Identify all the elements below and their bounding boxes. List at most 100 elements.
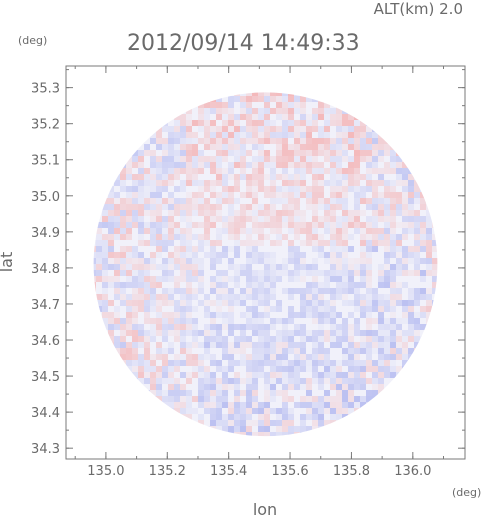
heatmap-cell xyxy=(246,432,252,437)
heatmap-cell xyxy=(372,342,378,348)
heatmap-cell xyxy=(186,360,192,366)
heatmap-cell xyxy=(216,228,222,234)
heatmap-cell xyxy=(312,240,318,246)
heatmap-cell xyxy=(324,156,330,162)
heatmap-cell xyxy=(354,144,360,150)
heatmap-cell xyxy=(210,408,216,414)
heatmap-cell xyxy=(300,138,306,144)
heatmap-cell xyxy=(192,354,198,360)
heatmap-cell xyxy=(150,324,156,330)
heatmap-cell xyxy=(336,234,342,240)
heatmap-cell xyxy=(342,336,348,342)
heatmap-cell xyxy=(306,294,312,300)
heatmap-cell xyxy=(210,372,216,378)
heatmap-cell xyxy=(288,396,294,402)
heatmap-cell xyxy=(402,366,408,372)
heatmap-cell xyxy=(366,156,372,162)
heatmap-cell xyxy=(342,216,348,222)
heatmap-cell xyxy=(228,96,234,102)
heatmap-cell xyxy=(372,402,378,408)
heatmap-cell xyxy=(138,186,144,192)
heatmap-cell xyxy=(264,216,270,222)
heatmap-cell xyxy=(300,144,306,150)
heatmap-cell xyxy=(318,192,324,198)
heatmap-cell xyxy=(126,228,132,234)
heatmap-cell xyxy=(384,336,390,342)
heatmap-cell xyxy=(252,390,258,396)
heatmap-cell xyxy=(318,348,324,354)
heatmap-cell xyxy=(348,396,354,402)
heatmap-cell xyxy=(300,168,306,174)
heatmap-cell xyxy=(414,240,420,246)
heatmap-cell xyxy=(270,432,276,437)
heatmap-cell xyxy=(270,92,276,96)
heatmap-cell xyxy=(198,264,204,270)
heatmap-cell xyxy=(318,126,324,132)
heatmap-cell xyxy=(204,342,210,348)
heatmap-cell xyxy=(150,168,156,174)
heatmap-cell xyxy=(210,108,216,114)
heatmap-cell xyxy=(162,168,168,174)
heatmap-cell xyxy=(360,396,366,402)
heatmap-cell xyxy=(186,420,192,426)
heatmap-cell xyxy=(420,192,426,198)
heatmap-cell xyxy=(384,222,390,228)
heatmap-cell xyxy=(150,396,156,402)
heatmap-cell xyxy=(342,180,348,186)
heatmap-cell xyxy=(288,336,294,342)
heatmap-cell xyxy=(264,276,270,282)
heatmap-cell xyxy=(192,366,198,372)
heatmap-cell xyxy=(390,300,396,306)
heatmap-cell xyxy=(372,216,378,222)
heatmap-cell xyxy=(384,372,390,378)
heatmap-cell xyxy=(270,438,276,444)
heatmap-cell xyxy=(330,270,336,276)
heatmap-cell xyxy=(366,288,372,294)
heatmap-cell xyxy=(210,384,216,390)
heatmap-cell xyxy=(306,126,312,132)
heatmap-cell xyxy=(414,336,420,342)
heatmap-cell xyxy=(324,102,330,108)
heatmap-cell xyxy=(114,222,120,228)
heatmap-cell xyxy=(204,336,210,342)
heatmap-cell xyxy=(258,156,264,162)
heatmap-cell xyxy=(204,252,210,258)
heatmap-cell xyxy=(144,222,150,228)
heatmap-cell xyxy=(222,324,228,330)
heatmap-cell xyxy=(102,246,108,252)
heatmap-cell xyxy=(420,258,426,264)
heatmap-cell xyxy=(96,234,102,240)
heatmap-cell xyxy=(282,192,288,198)
heatmap-cell xyxy=(108,192,114,198)
heatmap-cell xyxy=(318,306,324,312)
heatmap-cell xyxy=(342,360,348,366)
heatmap-cell xyxy=(144,390,150,396)
heatmap-cell xyxy=(264,336,270,342)
heatmap-cell xyxy=(180,396,186,402)
heatmap-cell xyxy=(168,360,174,366)
heatmap-cell xyxy=(336,240,342,246)
heatmap-cell xyxy=(408,336,414,342)
heatmap-cell xyxy=(396,354,402,360)
heatmap-cell xyxy=(324,312,330,318)
heatmap-cell xyxy=(360,294,366,300)
heatmap-cell xyxy=(396,174,402,180)
heatmap-cell xyxy=(216,138,222,144)
heatmap-cell xyxy=(390,156,396,162)
heatmap-cell xyxy=(306,366,312,372)
heatmap-cell xyxy=(426,192,432,198)
heatmap-cell xyxy=(102,306,108,312)
heatmap-cell xyxy=(384,144,390,150)
heatmap-cell xyxy=(138,360,144,366)
heatmap-cell xyxy=(318,282,324,288)
heatmap-cell xyxy=(222,294,228,300)
heatmap-cell xyxy=(240,414,246,420)
heatmap-cell xyxy=(246,150,252,156)
heatmap-cell xyxy=(174,324,180,330)
heatmap-cell xyxy=(408,216,414,222)
heatmap-cell xyxy=(384,366,390,372)
heatmap-cell xyxy=(186,264,192,270)
heatmap-cell xyxy=(144,378,150,384)
heatmap-cell xyxy=(366,264,372,270)
heatmap-cell xyxy=(246,324,252,330)
